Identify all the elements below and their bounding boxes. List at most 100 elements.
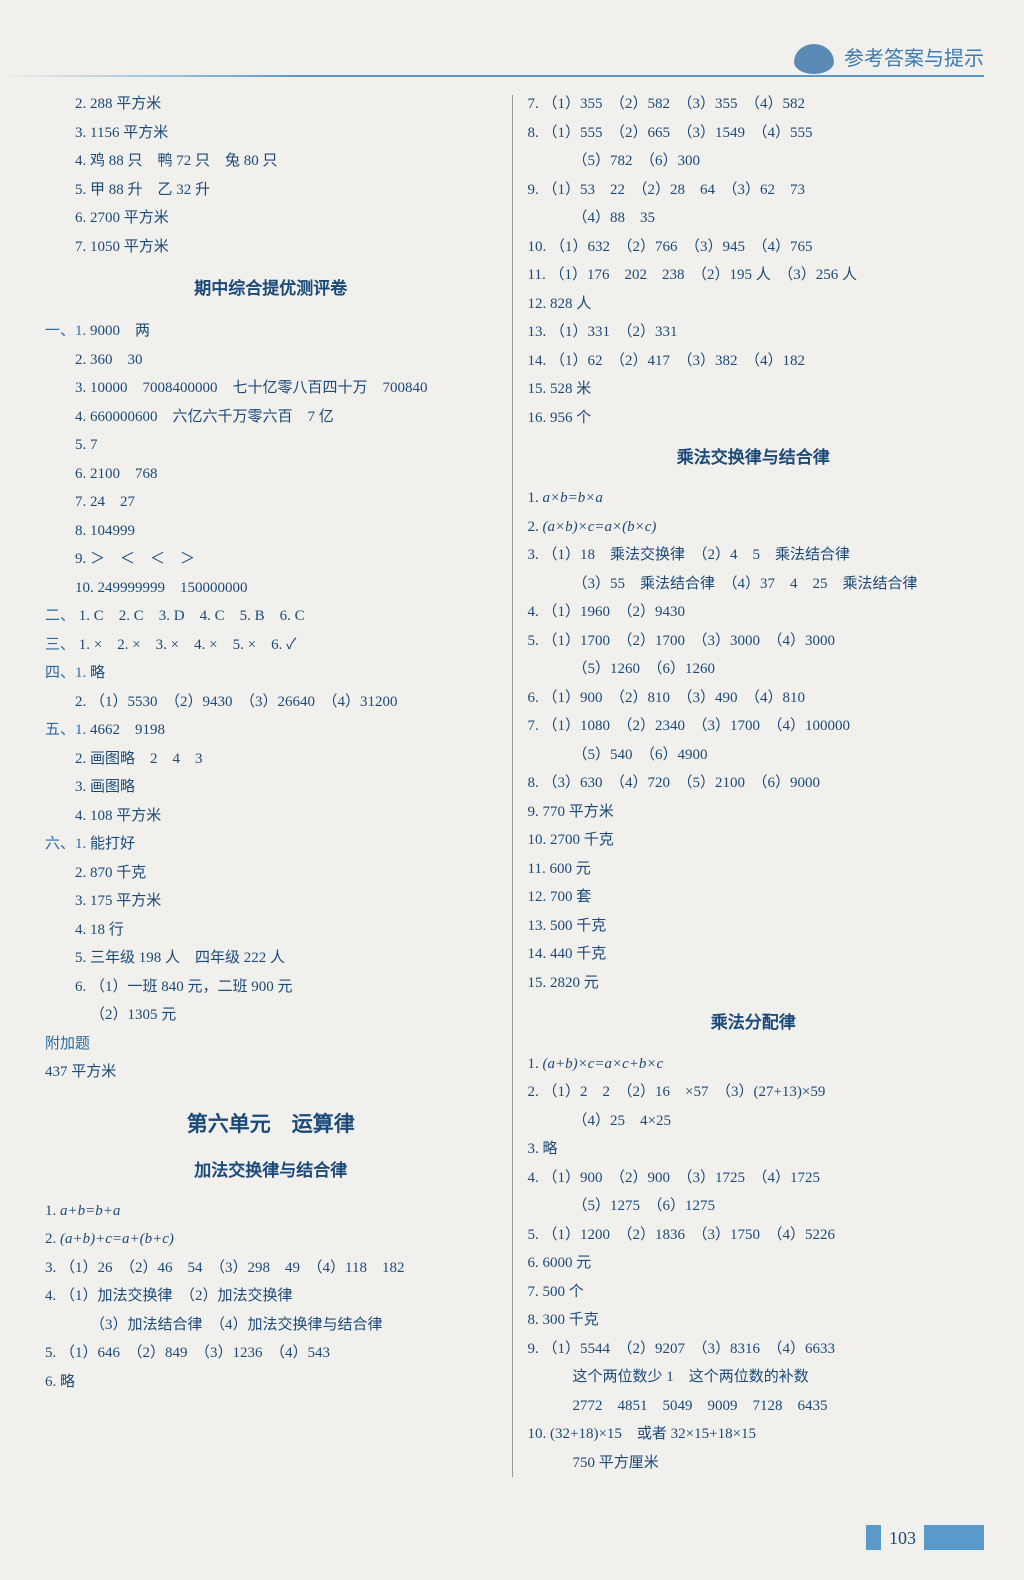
- answer-line: 13. （1）331 （2）331: [528, 318, 980, 347]
- item-text: （1）331 （2）331: [550, 324, 678, 340]
- answer-line: 12. 828 人: [528, 290, 980, 319]
- answer-line: 1. a+b=b+a: [45, 1197, 497, 1226]
- item-text: 略: [60, 1374, 75, 1390]
- answer-line: 8. 300 千克: [528, 1306, 980, 1335]
- item-text: （1）加法交换律 （2）加法交换律: [60, 1288, 293, 1304]
- item-number: 15.: [528, 381, 551, 397]
- item-text: 750 平方厘米: [573, 1455, 659, 1471]
- answer-line: 5. 7: [45, 431, 497, 460]
- item-number: 6.: [75, 979, 90, 995]
- item-number: 7.: [75, 494, 90, 510]
- item-number: 3.: [75, 125, 90, 141]
- item-text: （1）53 22 （2）28 64 （3）62 73: [543, 182, 806, 198]
- item-number: 4.: [45, 1288, 60, 1304]
- answer-line: 12. 700 套: [528, 883, 980, 912]
- item-text: （1）176 202 238 （2）195 人 （3）256 人: [549, 267, 857, 283]
- item-text: 三年级 198 人 四年级 222 人: [90, 950, 285, 966]
- item-text: （3）630 （4）720 （5）2100 （6）9000: [543, 775, 821, 791]
- answer-line: 2. （1）2 2 （2）16 ×57 （3）(27+13)×59: [528, 1078, 980, 1107]
- item-text: 9000 两: [90, 323, 150, 339]
- item-text: （1）26 （2）46 54 （3）298 49 （4）118 182: [60, 1260, 404, 1276]
- answer-line: 4. 660000600 六亿六千万零六百 7 亿: [45, 403, 497, 432]
- answer-line: 4. 18 行: [45, 916, 497, 945]
- item-text: （1）18 乘法交换律 （2）4 5 乘法结合律: [543, 547, 851, 563]
- item-text: （5）1275 （6）1275: [573, 1198, 716, 1214]
- answer-line: 6. 略: [45, 1368, 497, 1397]
- answer-line: 7. 500 个: [528, 1278, 980, 1307]
- answer-line: 11. （1）176 202 238 （2）195 人 （3）256 人: [528, 261, 980, 290]
- item-number: 1.: [45, 1203, 60, 1219]
- item-text: （1）646 （2）849 （3）1236 （4）543: [60, 1345, 330, 1361]
- item-text: (32+18)×15 或者 32×15+18×15: [550, 1426, 756, 1442]
- item-number: 5.: [75, 950, 90, 966]
- answer-line: 16. 956 个: [528, 404, 980, 433]
- item-text: （1）1960 （2）9430: [543, 604, 686, 620]
- header-logo-icon: [794, 44, 834, 74]
- item-text: （2）1305 元: [90, 1007, 176, 1023]
- item-number: 11.: [528, 861, 550, 877]
- item-number: 9.: [75, 551, 90, 567]
- item-text: 7: [90, 437, 98, 453]
- answer-line: 5. （1）1700 （2）1700 （3）3000 （4）3000: [528, 627, 980, 656]
- answer-line: 14. （1）62 （2）417 （3）382 （4）182: [528, 347, 980, 376]
- item-number: 1.: [528, 1056, 543, 1072]
- item-text: （1）1200 （2）1836 （3）1750 （4）5226: [543, 1227, 836, 1243]
- answer-line: 2. 画图略 2 4 3: [45, 745, 497, 774]
- item-text: （1）5530 （2）9430 （3）26640 （4）31200: [90, 694, 398, 710]
- answer-line: 3. 175 平方米: [45, 887, 497, 916]
- item-number: 2.: [75, 865, 90, 881]
- answer-line: 6. 2700 平方米: [45, 204, 497, 233]
- left-column: 2. 288 平方米3. 1156 平方米4. 鸡 88 只 鸭 72 只 兔 …: [30, 90, 512, 1477]
- item-number: 8.: [75, 523, 90, 539]
- item-text: 1. × 2. × 3. × 4. × 5. × 6. ✓: [79, 637, 297, 653]
- answer-line: 一、1. 9000 两: [45, 317, 497, 346]
- answer-line: 3. （1）26 （2）46 54 （3）298 49 （4）118 182: [45, 1254, 497, 1283]
- answer-line: 5. 三年级 198 人 四年级 222 人: [45, 944, 497, 973]
- item-text: （3）加法结合律 （4）加法交换律与结合律: [90, 1317, 383, 1333]
- item-text: 870 千克: [90, 865, 146, 881]
- item-number: 1.: [528, 490, 543, 506]
- item-number: 6.: [45, 1374, 60, 1390]
- item-number: 3.: [528, 1141, 543, 1157]
- item-text: 能打好: [90, 836, 135, 852]
- answer-line: 4. （1）加法交换律 （2）加法交换律: [45, 1282, 497, 1311]
- answer-line: 3. 画图略: [45, 773, 497, 802]
- answer-line: 2. 870 千克: [45, 859, 497, 888]
- answer-line: （3）加法结合律 （4）加法交换律与结合律: [45, 1311, 497, 1340]
- answer-line: 5. （1）646 （2）849 （3）1236 （4）543: [45, 1339, 497, 1368]
- answer-line: 7. （1）1080 （2）2340 （3）1700 （4）100000: [528, 712, 980, 741]
- item-number: 六、1.: [45, 836, 90, 852]
- item-text: 1156 平方米: [90, 125, 168, 141]
- answer-line: 750 平方厘米: [528, 1449, 980, 1478]
- item-text: 这个两位数少 1 这个两位数的补数: [573, 1369, 809, 1385]
- answer-line: 7. 1050 平方米: [45, 233, 497, 262]
- item-number: 14.: [528, 353, 551, 369]
- item-text: （3）55 乘法结合律 （4）37 4 25 乘法结合律: [573, 576, 918, 592]
- item-text: （1）一班 840 元，二班 900 元: [90, 979, 293, 995]
- item-number: 12.: [528, 889, 551, 905]
- item-text: （1）1700 （2）1700 （3）3000 （4）3000: [543, 633, 836, 649]
- item-number: 9.: [528, 182, 543, 198]
- item-text: （5）782 （6）300: [573, 153, 701, 169]
- item-number: 5.: [528, 1227, 543, 1243]
- item-number: 2.: [528, 1084, 543, 1100]
- item-text: 2820 元: [550, 975, 599, 991]
- answer-line: 2772 4851 5049 9009 7128 6435: [528, 1392, 980, 1421]
- section-title: 乘法交换律与结合律: [528, 442, 980, 474]
- answer-line: 3. 1156 平方米: [45, 119, 497, 148]
- item-text: 437 平方米: [45, 1064, 116, 1080]
- item-text: 440 千克: [550, 946, 606, 962]
- item-number: 3.: [75, 779, 90, 795]
- item-text: 画图略: [90, 779, 135, 795]
- item-text: 108 平方米: [90, 808, 161, 824]
- answer-line: 三、 1. × 2. × 3. × 4. × 5. × 6. ✓: [45, 631, 497, 660]
- item-text: 画图略 2 4 3: [90, 751, 203, 767]
- item-number: 二、: [45, 608, 79, 624]
- item-text: (a+b)+c=a+(b+c): [60, 1231, 174, 1247]
- item-text: （1）555 （2）665 （3）1549 （4）555: [543, 125, 813, 141]
- item-number: 2.: [75, 96, 90, 112]
- item-text: 500 个: [543, 1284, 584, 1300]
- item-text: （1）355 （2）582 （3）355 （4）582: [543, 96, 806, 112]
- item-text: 500 千克: [550, 918, 606, 934]
- item-number: 14.: [528, 946, 551, 962]
